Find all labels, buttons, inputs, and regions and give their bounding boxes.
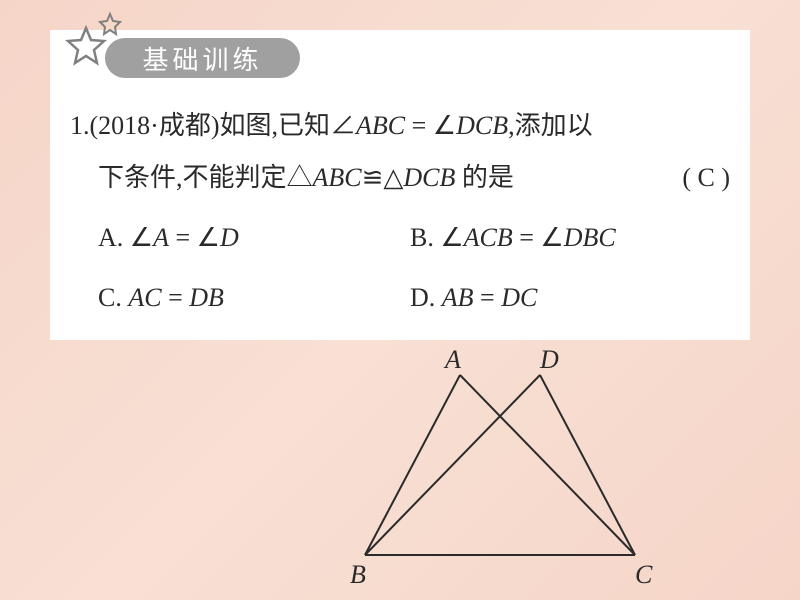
paren-close: ) [721, 163, 730, 192]
answer-letter: C [691, 163, 721, 192]
paren-open: ( [682, 163, 691, 192]
option-a: A. ∠A = ∠D [70, 212, 410, 264]
answer-block: ( C ) [682, 152, 730, 204]
q-end1: ,添加以 [508, 111, 593, 140]
opt-d-v2: DC [501, 283, 537, 312]
q-line2-dcb: DCB [403, 163, 455, 192]
option-c: C. AC = DB [70, 272, 410, 324]
vertex-b-label: B [350, 560, 366, 590]
options-row-1: A. ∠A = ∠D B. ∠ACB = ∠DBC [70, 212, 750, 264]
opt-b-v1: ACB [464, 223, 513, 252]
opt-a-v1: A [153, 223, 169, 252]
opt-b-prefix: B. ∠ [410, 223, 464, 252]
opt-a-prefix: A. ∠ [98, 223, 153, 252]
vertex-d-label: D [540, 345, 559, 375]
header-title: 基础训练 [142, 40, 262, 77]
opt-a-v2: D [220, 223, 239, 252]
q-abc: ABC [356, 111, 405, 140]
opt-c-eq: = [162, 283, 190, 312]
question-container: 1.(2018·成都)如图,已知∠ABC = ∠DCB,添加以 下条件,不能判定… [70, 100, 750, 324]
triangle-figure: A D B C [345, 365, 665, 600]
option-b: B. ∠ACB = ∠DBC [410, 212, 750, 264]
header-badge: 基础训练 [105, 38, 300, 78]
opt-a-eq: = ∠ [169, 223, 220, 252]
geometry-svg [345, 365, 665, 595]
question-source: (2018·成都) [90, 111, 220, 140]
vertex-a-label: A [445, 345, 461, 375]
q-text-1: 如图,已知∠ [219, 111, 356, 140]
opt-c-v2: DB [189, 283, 224, 312]
q-eq: = ∠ [405, 111, 456, 140]
q-line2-start: 下条件,不能判定△ [98, 163, 313, 192]
opt-d-prefix: D. [410, 283, 442, 312]
question-line-1: 1.(2018·成都)如图,已知∠ABC = ∠DCB,添加以 [70, 100, 750, 152]
opt-b-eq: = ∠ [513, 223, 564, 252]
opt-b-v2: DBC [564, 223, 616, 252]
opt-c-prefix: C. [98, 283, 128, 312]
q-cong: ≌△ [362, 163, 404, 192]
opt-c-v1: AC [128, 283, 161, 312]
options-row-2: C. AC = DB D. AB = DC [70, 272, 750, 324]
q-line2-abc: ABC [313, 163, 362, 192]
q-dcb: DCB [456, 111, 508, 140]
vertex-c-label: C [635, 560, 652, 590]
question-number: 1. [70, 111, 90, 140]
opt-d-eq: = [474, 283, 502, 312]
q-line2-end: 的是 [455, 163, 514, 192]
opt-d-v1: AB [442, 283, 474, 312]
option-d: D. AB = DC [410, 272, 750, 324]
question-line-2: 下条件,不能判定△ABC≌△DCB 的是 ( C ) [70, 152, 750, 204]
